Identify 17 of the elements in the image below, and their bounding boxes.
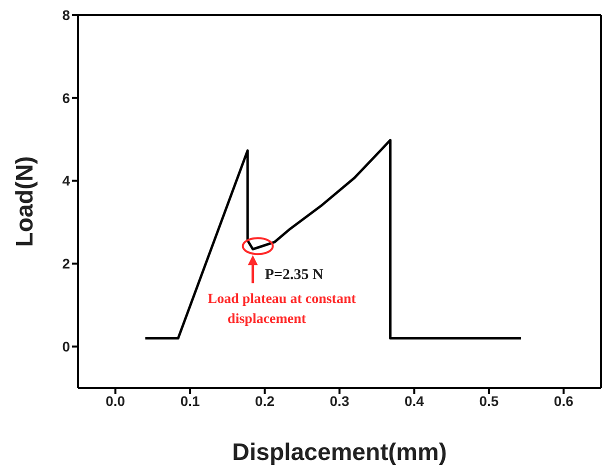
y-tick-label: 6	[62, 90, 70, 106]
x-tick-label: 0.1	[180, 392, 200, 409]
y-tick-label: 2	[62, 256, 70, 272]
x-tick-label: 0.4	[404, 392, 424, 409]
annotation: P=2.35 N	[264, 267, 324, 284]
x-axis-title: Displacement(mm)	[232, 439, 447, 466]
x-tick-label: 0.0	[106, 392, 126, 409]
annotation: Load plateau at constant displacement	[208, 292, 356, 328]
x-tick-label: 0.2	[255, 392, 275, 409]
y-tick-label: 0	[62, 338, 70, 355]
y-axis-title: Load(N)	[12, 156, 39, 247]
x-tick-label: 0.6	[554, 392, 574, 409]
y-tick-label: 4	[62, 172, 70, 189]
y-tick-label: 8	[62, 6, 70, 23]
x-tick-label: 0.3	[330, 392, 350, 409]
x-tick-label: 0.5	[479, 392, 499, 409]
line-series	[144, 138, 522, 340]
